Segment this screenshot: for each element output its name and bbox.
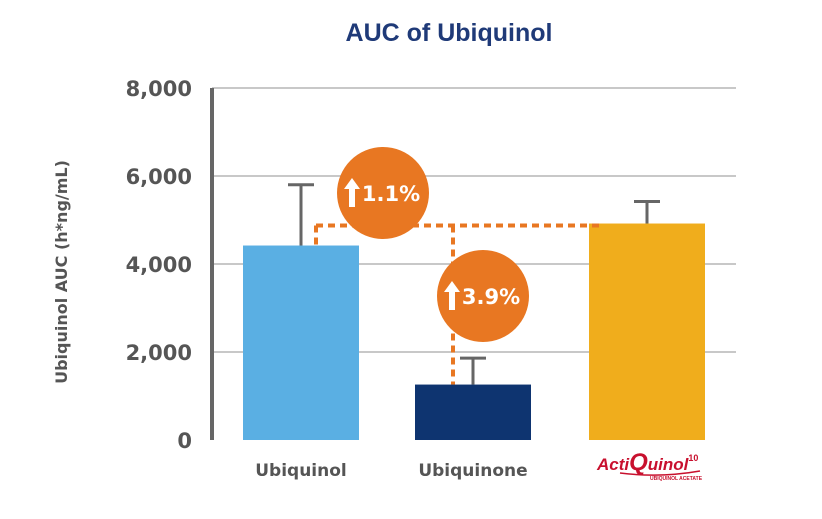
bars [243, 223, 705, 440]
callout-arrow-up-icon-1 [344, 178, 360, 207]
logo-swoosh [619, 470, 701, 476]
category-labels: Ubiquinol Ubiquinone [255, 461, 527, 481]
actiquinol-logo: ActiQuinol10 UBIQUINOL ACETATE [596, 449, 703, 482]
callout-circle-2 [437, 250, 529, 342]
category-label-2: Ubiquinone [418, 461, 527, 481]
y-axis-label: Ubiquinol AUC (h*ng/mL) [52, 160, 71, 384]
error-bars [288, 183, 660, 385]
callouts: 1.1% 3.9% [337, 147, 529, 342]
comparison-connectors [314, 223, 600, 385]
callout-label-2: 3.9% [462, 285, 520, 309]
bar-1 [243, 245, 359, 440]
y-tick-label-2: 4,000 [126, 253, 192, 277]
category-label-1: Ubiquinol [255, 461, 347, 481]
y-tick-labels: 0 2,000 4,000 6,000 8,000 [126, 77, 192, 453]
y-tick-label-3: 6,000 [126, 165, 192, 189]
logo-subtitle: UBIQUINOL ACETATE [650, 476, 703, 482]
bar-3 [589, 223, 705, 440]
callout-label-1: 1.1% [362, 182, 420, 206]
logo-text-acti: Acti [596, 455, 630, 474]
y-tick-label-0: 0 [177, 429, 192, 453]
callout-arrow-up-icon-2 [444, 281, 460, 310]
y-tick-label-4: 8,000 [126, 77, 192, 101]
bar-2 [415, 384, 531, 440]
y-tick-label-1: 2,000 [126, 341, 192, 365]
logo-text-q: Q [629, 449, 648, 476]
logo-wordmark: ActiQuinol10 [596, 449, 698, 476]
logo-text-uinol: uinol [648, 455, 690, 474]
callout-circle-1 [337, 147, 429, 239]
chart-title: AUC of Ubiquinol [346, 19, 553, 47]
logo-superscript: 10 [688, 453, 698, 463]
